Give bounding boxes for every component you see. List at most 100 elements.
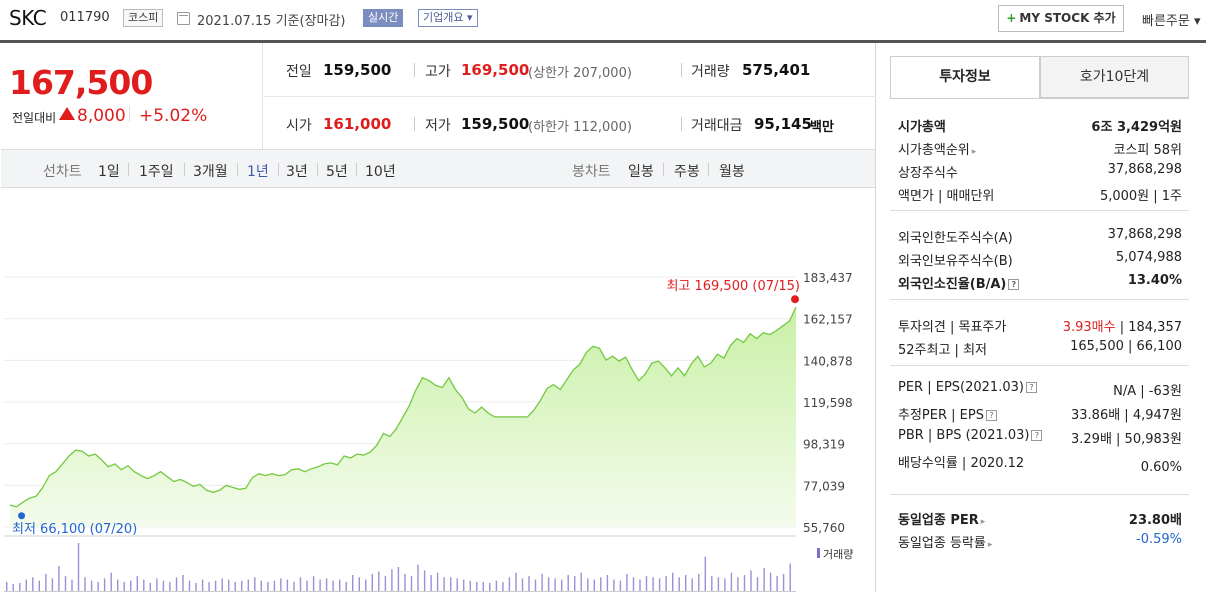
volume-bar	[260, 580, 262, 591]
stock-name: SKC	[9, 6, 47, 30]
volume-bar	[567, 575, 569, 591]
volume-bar	[685, 575, 687, 591]
volume-bars	[6, 543, 791, 591]
period-weekly[interactable]: 주봉	[674, 164, 700, 180]
volume-bar	[136, 576, 138, 591]
high-value: 169,500	[461, 61, 530, 79]
add-my-stock-button[interactable]: + MY STOCK 추가	[998, 5, 1124, 32]
base-date: 2021.07.15 기준(장마감)	[197, 14, 346, 29]
foreign-ratio-text: 외국인소진율(B/A)	[898, 277, 1007, 292]
trade-amount-label: 거래대금	[691, 118, 743, 134]
dividend-label: 배당수익률 | 2020.12	[898, 456, 1025, 471]
divider	[356, 163, 357, 176]
volume-bar	[515, 572, 517, 591]
volume-bar	[391, 569, 393, 591]
section-divider	[890, 365, 1189, 366]
info-row: 외국인보유주식수(B) 5,074,988	[898, 248, 1182, 270]
foreign-ratio-value: 13.40%	[1127, 273, 1182, 288]
volume-legend: 거래량	[823, 548, 853, 561]
foreign-holding-value: 5,074,988	[1115, 250, 1182, 265]
tab-divider	[890, 98, 1189, 99]
volume-bar	[743, 575, 746, 591]
volume-legend-marker	[817, 548, 820, 558]
period-monthly[interactable]: 월봉	[719, 164, 745, 180]
open-label: 시가	[286, 118, 312, 134]
volume-bar	[652, 577, 654, 591]
volume-bar	[19, 583, 21, 591]
volume-bar	[103, 578, 106, 591]
volume-bar	[724, 578, 726, 591]
volume-bar	[404, 573, 406, 591]
high-point	[791, 295, 799, 304]
volume-bar	[691, 578, 693, 591]
help-icon[interactable]: ?	[1008, 279, 1020, 290]
period-1w[interactable]: 1주일	[139, 164, 174, 180]
period-3y[interactable]: 3년	[286, 164, 308, 180]
market-cap-rank-label[interactable]: 시가총액순위 ▸	[898, 139, 976, 158]
volume-bar	[639, 579, 641, 591]
volume-bar	[482, 581, 484, 591]
divider	[414, 63, 415, 77]
divider	[681, 117, 682, 131]
low-value: 159,500	[461, 115, 530, 133]
market-cap-value: 6조 3,429억원	[1091, 120, 1182, 135]
period-3m[interactable]: 3개월	[193, 164, 228, 180]
volume-bar	[117, 579, 119, 591]
period-1y[interactable]: 1년	[247, 164, 269, 180]
company-overview-dropdown[interactable]: 기업개요 ▾	[418, 9, 478, 27]
sector-change-value: -0.59%	[1136, 532, 1182, 547]
volume-bar	[658, 578, 661, 591]
volume-bar	[528, 576, 530, 591]
volume-bar	[201, 579, 204, 591]
volume-bar	[672, 572, 674, 591]
volume-bar	[32, 577, 34, 591]
quick-order-menu[interactable]: 빠른주문 ▾	[1142, 14, 1201, 29]
volume-bar	[678, 577, 680, 591]
chart-period-bar: 선차트 1일 1주일 3개월 1년 3년 5년 10년 봉차트 일봉 주봉 월봉	[1, 149, 875, 188]
info-row: PBR | BPS (2021.03)? 3.29배 | 50,983원	[898, 426, 1182, 448]
volume-bar	[306, 580, 308, 591]
sector-per-text: 동일업종 PER	[898, 513, 979, 528]
divider	[184, 163, 185, 176]
high-label: 최고 169,500 (07/15)	[666, 279, 800, 294]
listed-shares-label: 상장주식수	[898, 166, 958, 181]
calendar-icon	[177, 12, 190, 25]
info-row[interactable]: 동일업종 PER ▸ 23.80배	[898, 507, 1182, 529]
divider	[237, 163, 238, 176]
period-5y[interactable]: 5년	[326, 164, 348, 180]
volume-bar	[156, 578, 158, 591]
tab-investment-info[interactable]: 투자정보	[890, 56, 1040, 98]
market-badge: 코스피	[123, 9, 164, 27]
volume-bar	[208, 581, 210, 591]
info-row[interactable]: 동일업종 등락률 ▸ -0.59%	[898, 530, 1182, 552]
volume-bar	[704, 556, 706, 591]
divider	[278, 163, 279, 176]
dividend-value: 0.60%	[1140, 460, 1182, 475]
volume-bar	[352, 575, 354, 591]
tab-quote-10[interactable]: 호가10단계	[1040, 56, 1189, 98]
realtime-button[interactable]: 실시간	[363, 9, 404, 27]
volume-bar	[756, 577, 759, 591]
y-tick-label: 162,157	[803, 313, 853, 327]
volume-bar	[51, 578, 54, 591]
price-chart[interactable]: 183,437 162,157 140,878 119,598 98,319 77,039…	[0, 188, 876, 592]
help-icon[interactable]: ?	[1025, 382, 1037, 393]
volume-bar	[384, 576, 387, 591]
period-daily[interactable]: 일봉	[628, 164, 654, 180]
period-10y[interactable]: 10년	[365, 164, 396, 180]
volume-bar	[267, 581, 269, 591]
volume-bar	[417, 564, 419, 591]
volume-bar	[254, 577, 256, 591]
header-divider	[0, 40, 1206, 43]
volume-bar	[123, 581, 125, 591]
chevron-right-icon: ▸	[971, 147, 977, 157]
current-price-box: 167,500 전일대비 8,000 +5.02%	[0, 43, 263, 149]
help-icon[interactable]: ?	[985, 410, 997, 421]
period-1d[interactable]: 1일	[98, 164, 120, 180]
y-tick-label: 119,598	[803, 396, 853, 410]
foreign-holding-label: 외국인보유주식수(B)	[898, 254, 1013, 269]
y-tick-label: 77,039	[803, 479, 845, 493]
info-row[interactable]: 시가총액순위 ▸ 코스피 58위	[898, 137, 1182, 159]
face-value-label: 액면가 | 매매단위	[898, 189, 995, 204]
help-icon[interactable]: ?	[1031, 430, 1043, 441]
